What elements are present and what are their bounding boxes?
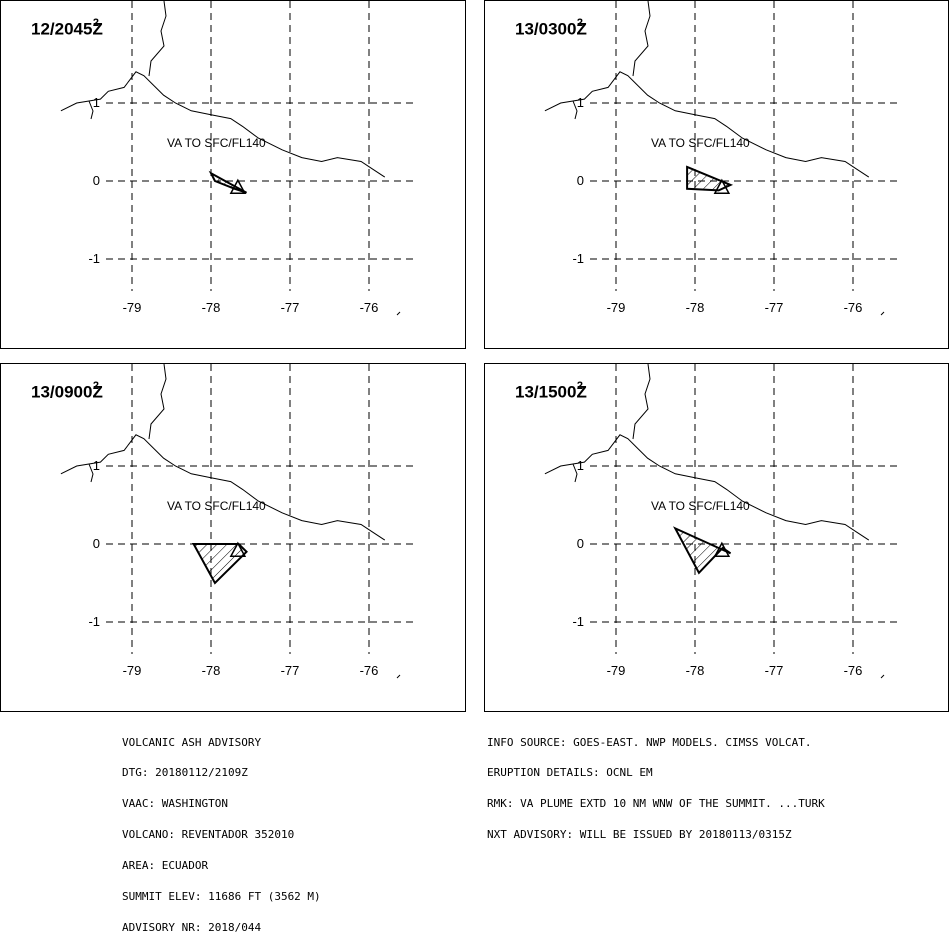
lat-tick-label: -1 <box>88 614 100 629</box>
border-line <box>88 100 94 120</box>
lat-tick-label: 1 <box>577 458 584 473</box>
lon-tick-label: -76 <box>360 300 379 315</box>
volcano-icon <box>229 178 247 194</box>
advisory-line: ERUPTION DETAILS: OCNL EM <box>487 766 653 780</box>
lon-tick-label: -76 <box>360 663 379 678</box>
corner-mark <box>396 674 401 679</box>
advisory-line: SUMMIT ELEV: 11686 FT (3562 M) <box>122 890 321 904</box>
lon-tick-label: -78 <box>686 663 705 678</box>
border-line <box>572 100 578 120</box>
advisory-info-right: INFO SOURCE: GOES-EAST. NWP MODELS. CIMS… <box>487 717 825 851</box>
border-line <box>632 364 651 440</box>
forecast-panel-3: -79 -78 -77 -76 1 0 -1 VA TO SFC/FL140 13/0900Z… <box>0 363 466 712</box>
advisory-line: VAAC: WASHINGTON <box>122 797 228 811</box>
ash-annotation: VA TO SFC/FL140 <box>651 136 750 150</box>
ash-annotation: VA TO SFC/FL140 <box>651 499 750 513</box>
lon-tick-label: -79 <box>607 300 626 315</box>
map-canvas: -79 -78 -77 -76 1 0 -1 VA TO SFC/FL140 <box>60 364 416 679</box>
border-line <box>60 71 386 178</box>
ash-annotation: VA TO SFC/FL140 <box>167 136 266 150</box>
volcano-icon <box>713 541 731 557</box>
lat-tick-label: -1 <box>572 251 584 266</box>
lon-tick-label: -78 <box>202 663 221 678</box>
border-line <box>572 463 578 483</box>
map-canvas: -79 -78 -77 -76 1 0 -1 VA TO SFC/FL140 <box>60 1 416 316</box>
ash-annotation: VA TO SFC/FL140 <box>167 499 266 513</box>
panel-time-label: 13/0900Z2 <box>31 380 103 402</box>
lon-tick-label: -79 <box>123 300 142 315</box>
forecast-panel-4: -79 -78 -77 -76 1 0 -1 VA TO SFC/FL140 13/1500Z… <box>484 363 949 712</box>
border-line <box>88 463 94 483</box>
border-line <box>148 1 167 77</box>
advisory-line: RMK: VA PLUME EXTD 10 NM WNW OF THE SUMM… <box>487 797 825 811</box>
map-canvas: -79 -78 -77 -76 1 0 -1 VA TO SFC/FL140 <box>544 1 900 316</box>
advisory-info-left: VOLCANIC ASH ADVISORY DTG: 20180112/2109… <box>122 717 321 944</box>
lat-tick-label: 0 <box>577 173 584 188</box>
map-canvas: -79 -78 -77 -76 1 0 -1 VA TO SFC/FL140 <box>544 364 900 679</box>
lon-tick-label: -76 <box>844 300 863 315</box>
lon-tick-label: -77 <box>765 663 784 678</box>
lat-tick-label: -1 <box>88 251 100 266</box>
panel-time-label: 13/1500Z2 <box>515 380 587 402</box>
border-line <box>632 1 651 77</box>
advisory-line: VOLCANIC ASH ADVISORY <box>122 735 262 749</box>
volcano-icon <box>229 541 247 557</box>
lon-tick-label: -78 <box>202 300 221 315</box>
panel-time-label: 12/2045Z2 <box>31 17 103 39</box>
ash-cloud-polygon <box>686 165 734 192</box>
advisory-line: INFO SOURCE: GOES-EAST. NWP MODELS. CIMS… <box>487 735 812 749</box>
ash-cloud-polygon <box>672 526 732 575</box>
advisory-line: VOLCANO: REVENTADOR 352010 <box>122 828 295 842</box>
corner-mark <box>880 311 885 316</box>
advisory-line: DTG: 20180112/2109Z <box>122 766 248 780</box>
lat-tick-label: 0 <box>93 173 100 188</box>
volcano-icon <box>713 178 731 194</box>
lat-tick-label: 1 <box>93 458 100 473</box>
lat-tick-label: 0 <box>93 536 100 551</box>
forecast-panel-2: -79 -78 -77 -76 1 0 -1 VA TO SFC/FL140 13/0300Z… <box>484 0 949 349</box>
border-line <box>60 434 386 541</box>
advisory-line: ADVISORY NR: 2018/044 <box>122 920 262 934</box>
lon-tick-label: -77 <box>281 300 300 315</box>
ash-cloud-polygon <box>191 543 248 585</box>
lat-tick-label: -1 <box>572 614 584 629</box>
lon-tick-label: -76 <box>844 663 863 678</box>
lon-tick-label: -77 <box>765 300 784 315</box>
lon-tick-label: -78 <box>686 300 705 315</box>
lon-tick-label: -79 <box>607 663 626 678</box>
border-line <box>544 434 870 541</box>
corner-mark <box>880 674 885 679</box>
forecast-panel-1: -79 -78 -77 -76 1 0 -1 VA TO SFC/FL140 12/2045Z… <box>0 0 466 349</box>
border-line <box>148 364 167 440</box>
advisory-line: AREA: ECUADOR <box>122 859 209 873</box>
lon-tick-label: -77 <box>281 663 300 678</box>
advisory-line: NXT ADVISORY: WILL BE ISSUED BY 20180113… <box>487 828 792 842</box>
lat-tick-label: 1 <box>577 95 584 110</box>
ash-cloud-polygon <box>208 170 248 194</box>
lat-tick-label: 0 <box>577 536 584 551</box>
panel-time-label: 13/0300Z2 <box>515 17 587 39</box>
corner-mark <box>396 311 401 316</box>
lon-tick-label: -79 <box>123 663 142 678</box>
lat-tick-label: 1 <box>93 95 100 110</box>
border-line <box>544 71 870 178</box>
